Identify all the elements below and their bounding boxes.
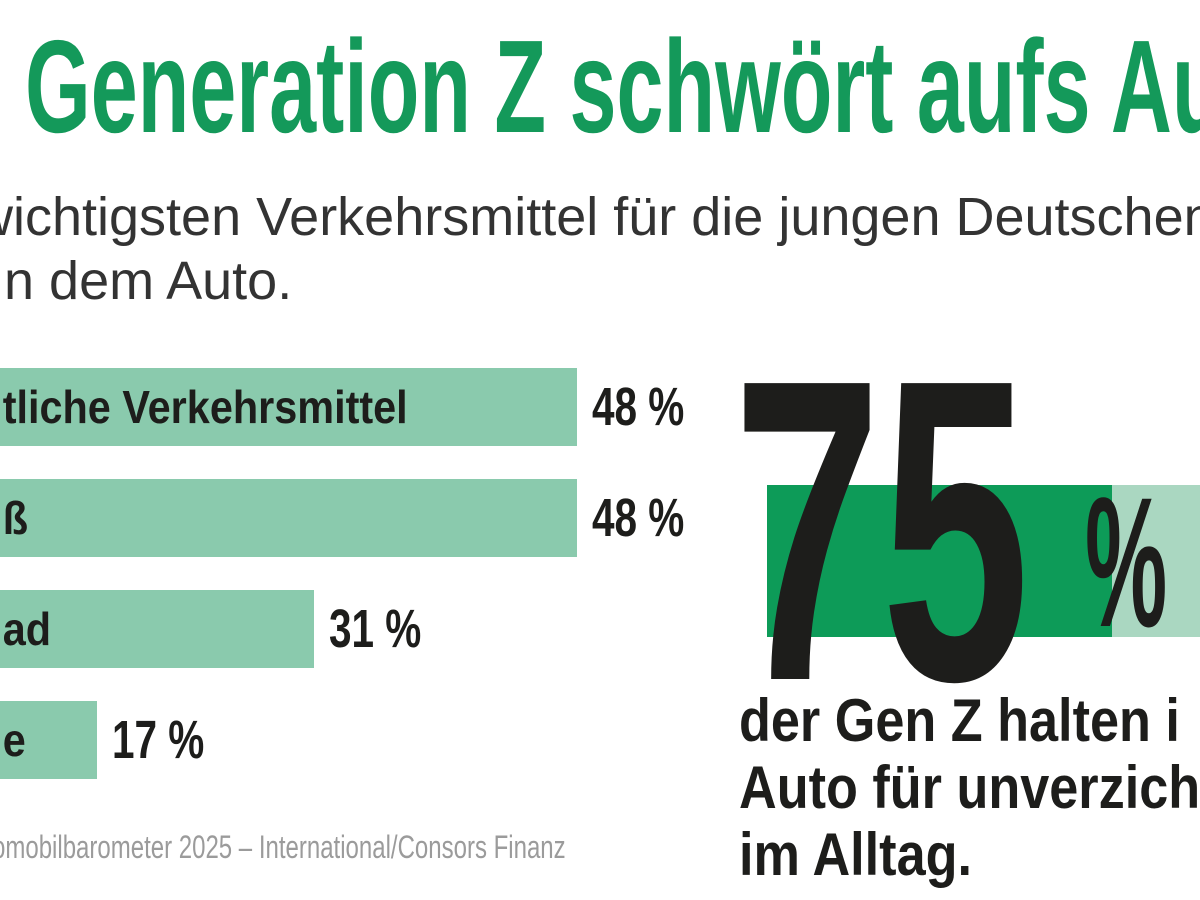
page-title: Generation Z schwört aufs Au bbox=[25, 13, 1200, 160]
bar-on-foot: ß bbox=[0, 479, 577, 557]
bar-row-other: e 17 % bbox=[0, 701, 235, 779]
bar-label: e bbox=[2, 714, 26, 766]
bar-label: ß bbox=[2, 492, 28, 544]
subtitle-line-1: wichtigsten Verkehrsmittel für die junge… bbox=[0, 187, 1200, 247]
bar-label: ad bbox=[2, 603, 52, 655]
bar-value: 48 % bbox=[592, 488, 685, 548]
bar-public-transport: tliche Verkehrsmittel bbox=[0, 368, 577, 446]
subtitle-line-2: n dem Auto. bbox=[4, 251, 293, 311]
source-credit: omobilbarometer 2025 – International/Con… bbox=[0, 829, 566, 865]
kpi-big-number: 75 bbox=[733, 291, 1030, 771]
kpi-bar-fill bbox=[767, 485, 1112, 637]
bar-row-public-transport: tliche Verkehrsmittel 48 % bbox=[0, 368, 715, 446]
kpi-caption-line-3: im Alltag. bbox=[739, 821, 972, 888]
bar-value: 48 % bbox=[592, 377, 685, 437]
bar-row-bicycle: ad 31 % bbox=[0, 590, 452, 668]
bar-row-on-foot: ß 48 % bbox=[0, 479, 715, 557]
bar-value: 31 % bbox=[329, 599, 422, 659]
kpi-caption-line-1: der Gen Z halten i bbox=[739, 687, 1180, 754]
bar-bicycle: ad bbox=[0, 590, 314, 668]
kpi-caption-line-2: Auto für unverzich bbox=[739, 754, 1200, 821]
bar-value: 17 % bbox=[112, 710, 205, 770]
bar-label: tliche Verkehrsmittel bbox=[2, 381, 408, 433]
kpi-caption: der Gen Z halten i Auto für unverzich im… bbox=[739, 687, 1200, 888]
bar-other: e bbox=[0, 701, 97, 779]
kpi-percent-sign: % bbox=[1085, 460, 1168, 666]
kpi-bar-track bbox=[767, 485, 1200, 637]
